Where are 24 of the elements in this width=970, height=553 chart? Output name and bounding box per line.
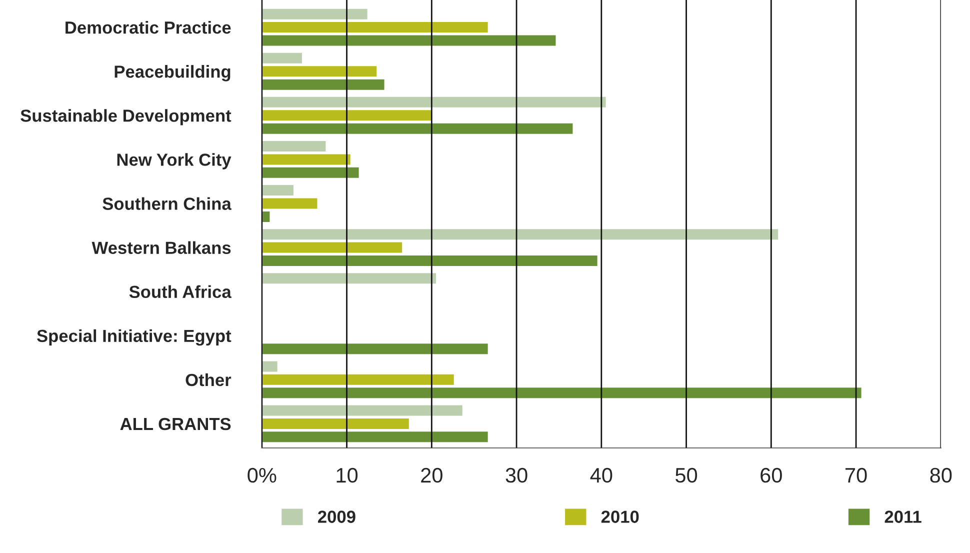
- y-tick-label: South Africa: [129, 285, 232, 298]
- x-tick-label: 70: [846, 468, 867, 483]
- x-tick-label: 10: [336, 468, 358, 483]
- y-tick-label: Sustainable Development: [20, 109, 232, 126]
- y-tick-label: Southern China: [102, 197, 232, 210]
- legend-label: 2009: [318, 510, 356, 523]
- x-tick-label: 80: [930, 468, 952, 483]
- bar: [262, 342, 490, 356]
- legend-label: 2010: [601, 510, 639, 523]
- y-tick-label: Special Initiative: Egypt: [36, 329, 232, 346]
- x-tick-label: 40: [590, 468, 612, 483]
- x-tick-label: 0%: [248, 468, 276, 483]
- y-tick-label: Western Balkans: [92, 241, 231, 254]
- y-tick-label: Other: [186, 373, 232, 386]
- x-tick-label: 20: [421, 468, 442, 483]
- bar: [262, 272, 438, 285]
- x-tick-label: 50: [676, 468, 698, 483]
- y-tick-label: Democratic Practice: [66, 21, 231, 34]
- x-tick-label: 30: [506, 468, 528, 483]
- y-tick-label: New York City: [117, 153, 232, 170]
- y-tick-label: ALL GRANTS: [120, 418, 231, 430]
- y-tick-label: Peacebuilding: [114, 65, 230, 82]
- legend-label: 2011: [884, 510, 922, 523]
- x-tick-label: 60: [760, 468, 782, 483]
